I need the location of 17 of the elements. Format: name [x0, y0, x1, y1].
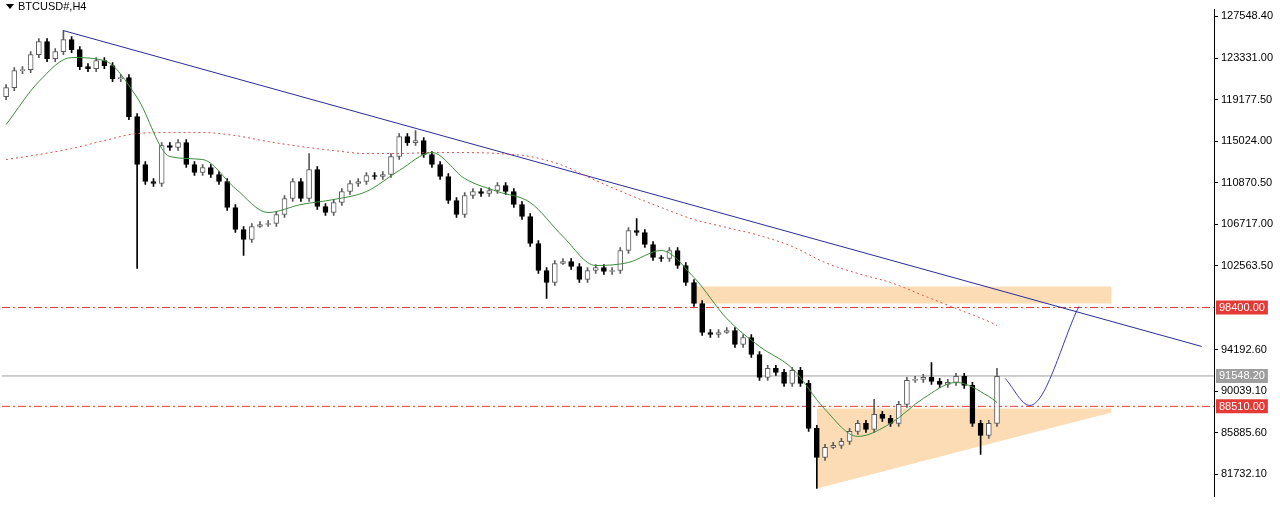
ref-line-label: 98400.00 — [1219, 301, 1265, 314]
y-tick-label: 81732.10 — [1221, 467, 1267, 480]
y-tick-label: 106717.00 — [1221, 217, 1273, 230]
line-series — [5, 132, 998, 326]
chart-title: BTCUSD#,H4 — [18, 0, 87, 12]
ref-line-label: 91548.20 — [1219, 369, 1265, 382]
y-tick-label: 94192.60 — [1221, 342, 1267, 355]
y-tick-label: 102563.50 — [1221, 258, 1273, 271]
y-tick-label: 115024.00 — [1221, 134, 1273, 147]
y-tick-label: 127548.40 — [1221, 9, 1273, 22]
y-tick-label: 110870.50 — [1221, 175, 1273, 188]
y-tick-label: 123331.00 — [1221, 51, 1273, 64]
line-series — [5, 57, 998, 437]
y-tick-label: 85885.60 — [1221, 425, 1267, 438]
ref-line-label: 88510.00 — [1219, 399, 1265, 412]
y-tick-label: 119177.50 — [1221, 92, 1273, 105]
y-tick-label: 90039.10 — [1221, 384, 1267, 397]
